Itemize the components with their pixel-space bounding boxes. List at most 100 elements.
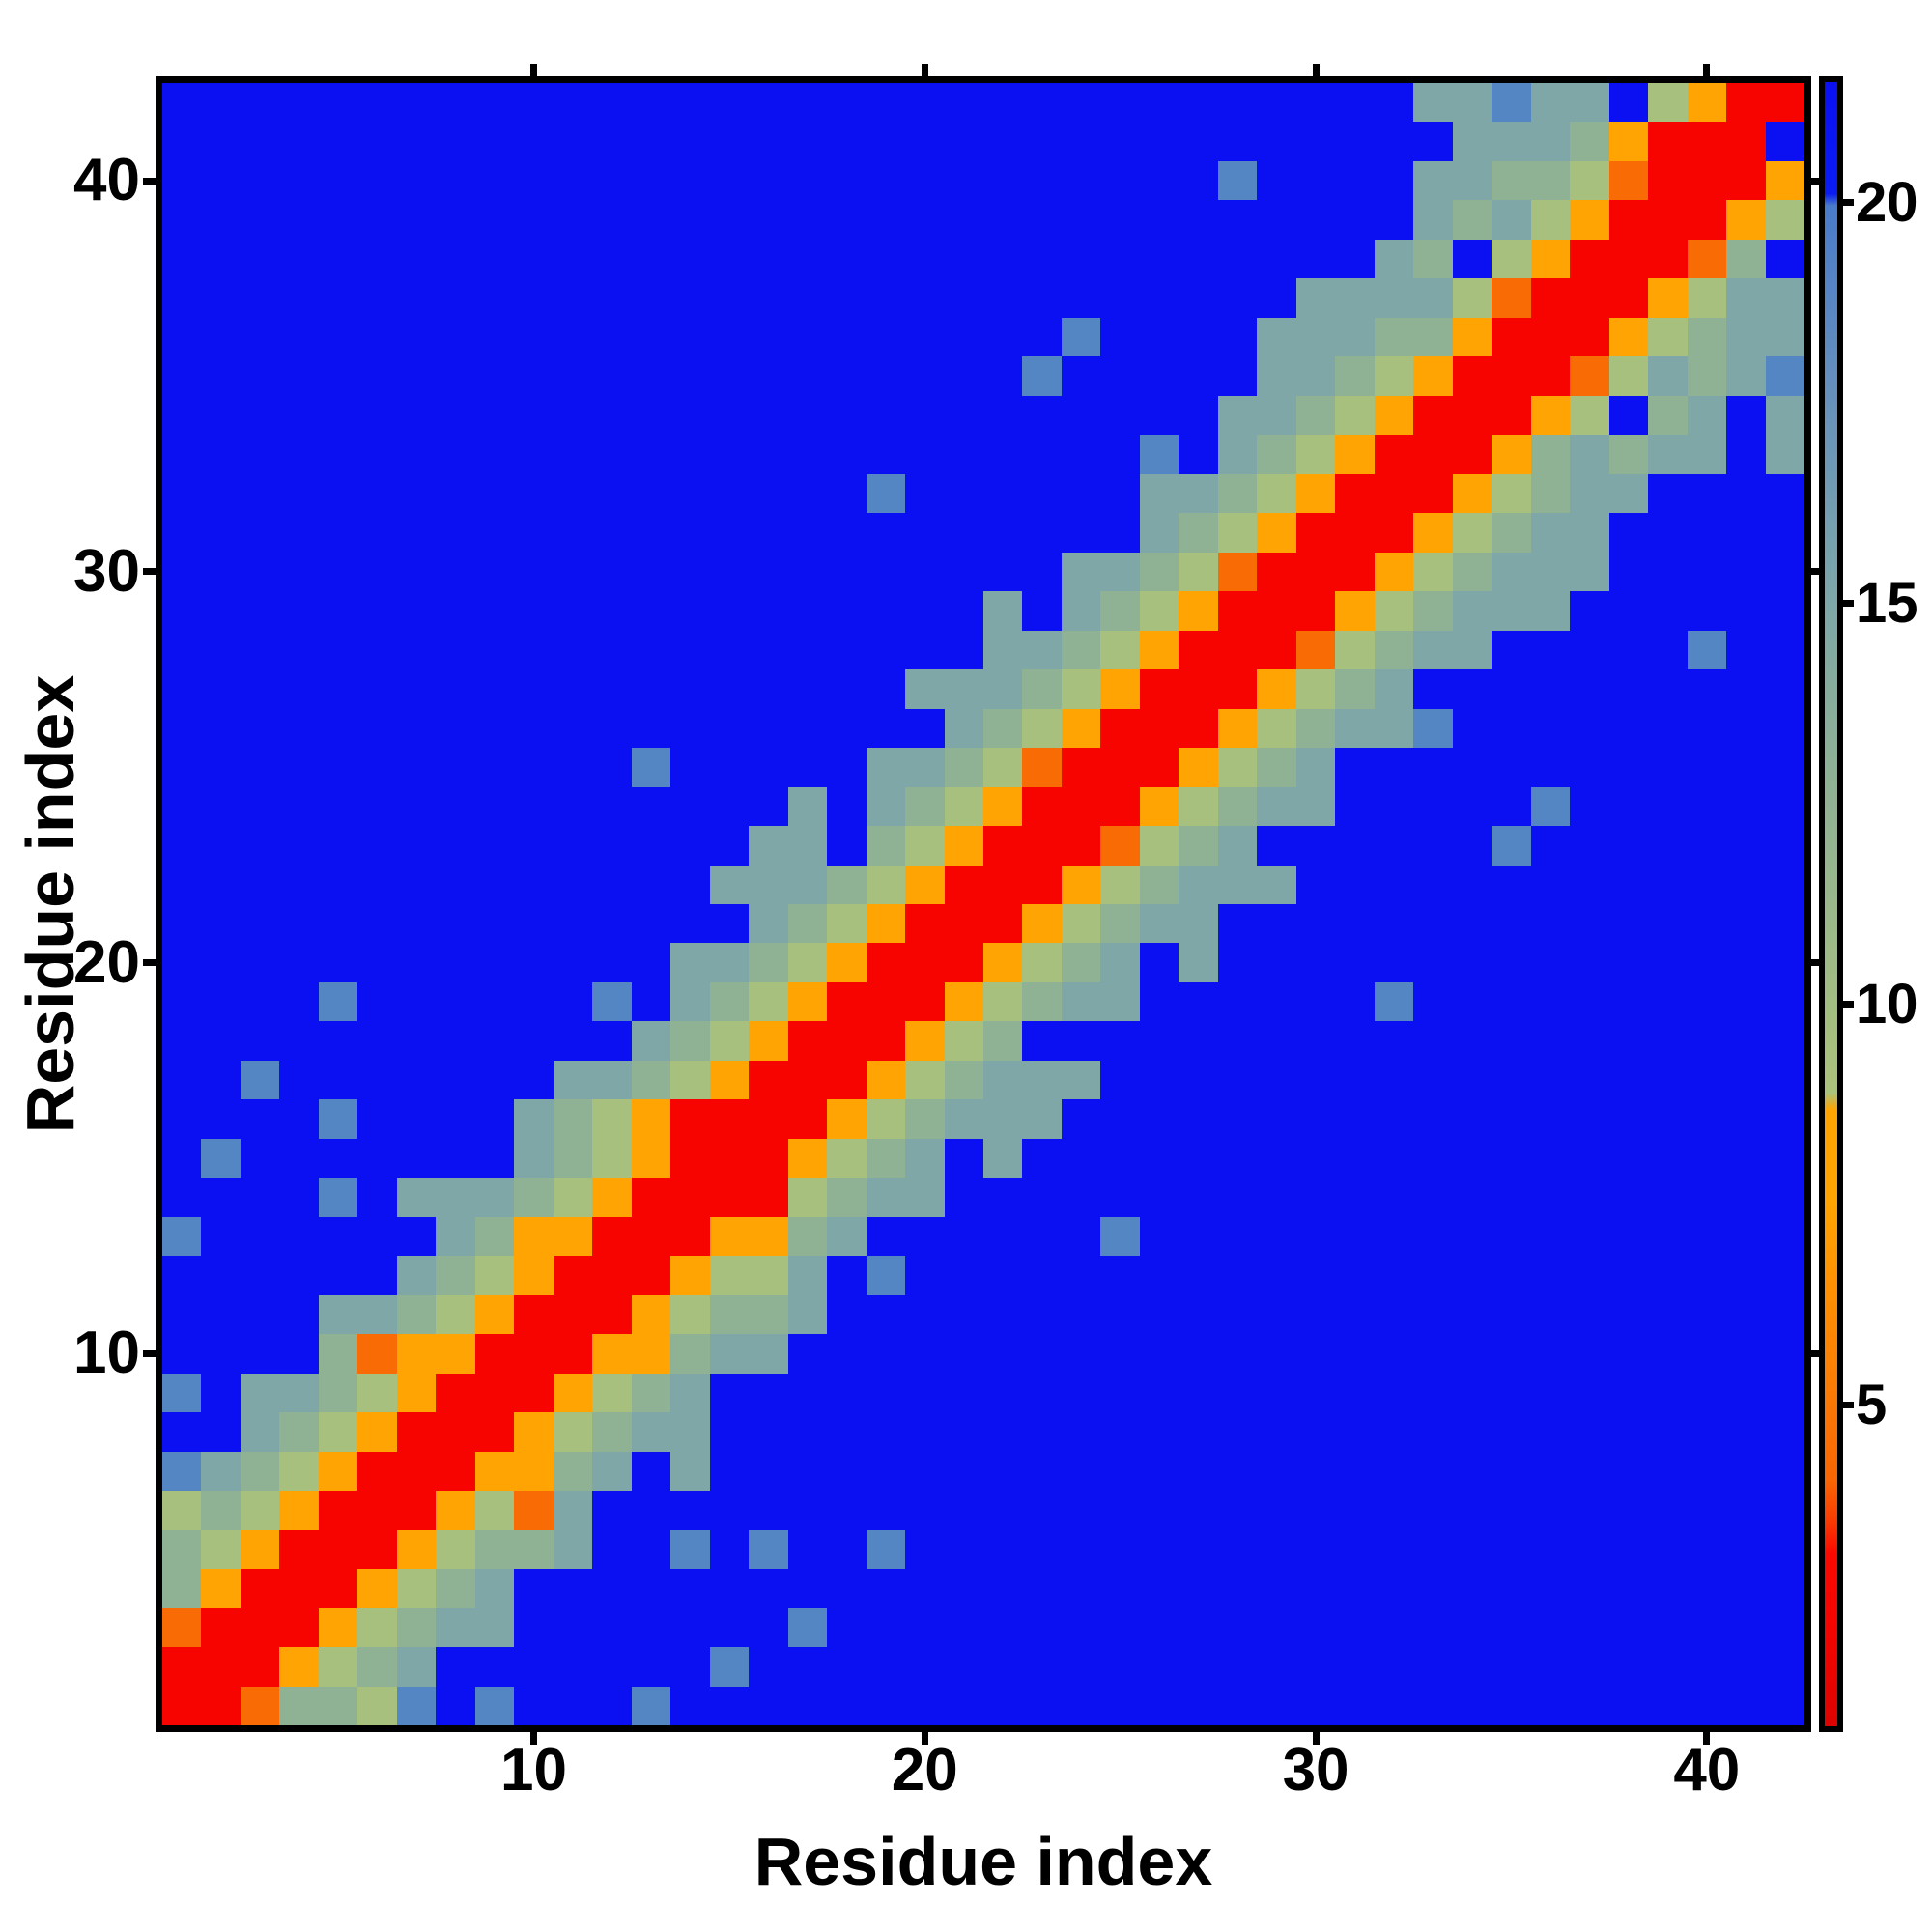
heatmap-cell (1648, 1099, 1688, 1139)
heatmap-cell (201, 786, 241, 827)
heatmap-cell (1374, 1216, 1414, 1257)
heatmap-cell (1257, 981, 1296, 1022)
heatmap-cell (944, 1256, 983, 1295)
heatmap-cell (1452, 1451, 1492, 1492)
heatmap-cell (1765, 552, 1804, 592)
heatmap-cell (1765, 630, 1804, 670)
heatmap-cell (827, 1451, 867, 1492)
heatmap-cell (592, 903, 632, 944)
heatmap-cell (1061, 513, 1101, 553)
heatmap-cell (1413, 552, 1453, 592)
heatmap-cell (436, 826, 475, 866)
heatmap-cell (1452, 1060, 1492, 1100)
heatmap-cell (1608, 395, 1649, 436)
heatmap-cell (982, 826, 1023, 866)
heatmap-cell (1139, 513, 1179, 553)
heatmap-cell (670, 395, 710, 436)
heatmap-cell (1765, 1412, 1804, 1452)
heatmap-cell (1608, 317, 1649, 357)
heatmap-cell (827, 1529, 867, 1570)
heatmap-cell (1413, 1412, 1453, 1452)
heatmap-cell (357, 513, 397, 553)
heatmap-cell (827, 1569, 867, 1608)
heatmap-plot-area (162, 83, 1804, 1725)
heatmap-cell (318, 1607, 358, 1648)
heatmap-cell (827, 865, 867, 904)
heatmap-cell (1608, 865, 1649, 904)
heatmap-cell (1217, 826, 1258, 866)
heatmap-cell (279, 865, 319, 904)
heatmap-cell (474, 1138, 515, 1179)
heatmap-cell (201, 1256, 241, 1295)
heatmap-cell (1570, 1373, 1609, 1413)
heatmap-cell (1413, 1294, 1453, 1335)
heatmap-cell (1726, 1334, 1766, 1374)
heatmap-cell (670, 1569, 710, 1608)
heatmap-cell (1100, 473, 1140, 514)
heatmap-cell (1452, 591, 1492, 631)
heatmap-cell (1139, 1491, 1179, 1530)
heatmap-cell (1374, 1607, 1414, 1648)
heatmap-cell (1295, 1060, 1336, 1100)
colorbar-tick-mark (1843, 1001, 1854, 1009)
heatmap-cell (514, 1138, 554, 1179)
heatmap-cell (357, 1334, 397, 1374)
heatmap-cell (1452, 669, 1492, 709)
heatmap-cell (514, 513, 554, 553)
heatmap-cell (1295, 1451, 1336, 1492)
heatmap-cell (1335, 981, 1375, 1022)
heatmap-cell (1100, 1607, 1140, 1648)
heatmap-cell (1374, 903, 1414, 944)
heatmap-cell (827, 1373, 867, 1413)
heatmap-cell (1295, 160, 1336, 201)
heatmap-cell (1100, 1099, 1140, 1139)
heatmap-cell (1452, 200, 1492, 240)
heatmap-cell (631, 981, 671, 1022)
heatmap-cell (1570, 1060, 1609, 1100)
heatmap-cell (279, 552, 319, 592)
heatmap-cell (1687, 1412, 1727, 1452)
heatmap-cell (1765, 748, 1804, 787)
heatmap-cell (1570, 903, 1609, 944)
heatmap-cell (514, 1529, 554, 1570)
heatmap-cell (318, 1138, 358, 1179)
heatmap-cell (357, 1451, 397, 1492)
heatmap-cell (1530, 395, 1571, 436)
heatmap-cell (279, 786, 319, 827)
heatmap-cell (162, 1060, 202, 1100)
heatmap-cell (1413, 1373, 1453, 1413)
y-tick-label: 40 (73, 147, 140, 214)
heatmap-cell (592, 122, 632, 161)
heatmap-cell (1687, 748, 1727, 787)
heatmap-cell (631, 513, 671, 553)
heatmap-cell (553, 1021, 593, 1061)
heatmap-cell (1687, 1373, 1727, 1413)
heatmap-cell (1061, 473, 1101, 514)
heatmap-cell (787, 1178, 828, 1217)
heatmap-cell (1765, 865, 1804, 904)
heatmap-cell (1100, 1021, 1140, 1061)
heatmap-cell (1648, 708, 1688, 749)
heatmap-cell (1570, 552, 1609, 592)
heatmap-cell (1139, 1178, 1179, 1217)
heatmap-cell (1374, 1060, 1414, 1100)
heatmap-cell (1139, 160, 1179, 201)
heatmap-cell (1022, 1491, 1062, 1530)
heatmap-cell (553, 826, 593, 866)
heatmap-cell (1374, 1138, 1414, 1179)
heatmap-cell (709, 160, 750, 201)
heatmap-cell (1179, 1569, 1218, 1608)
heatmap-cell (1022, 1216, 1062, 1257)
heatmap-cell (1335, 708, 1375, 749)
heatmap-cell (357, 356, 397, 396)
heatmap-cell (357, 708, 397, 749)
heatmap-cell (631, 552, 671, 592)
heatmap-cell (982, 356, 1023, 396)
heatmap-cell (1374, 1686, 1414, 1725)
heatmap-cell (1257, 1138, 1296, 1179)
heatmap-cell (357, 786, 397, 827)
heatmap-cell (396, 1216, 437, 1257)
heatmap-cell (240, 669, 280, 709)
heatmap-cell (514, 1412, 554, 1452)
heatmap-cell (631, 317, 671, 357)
